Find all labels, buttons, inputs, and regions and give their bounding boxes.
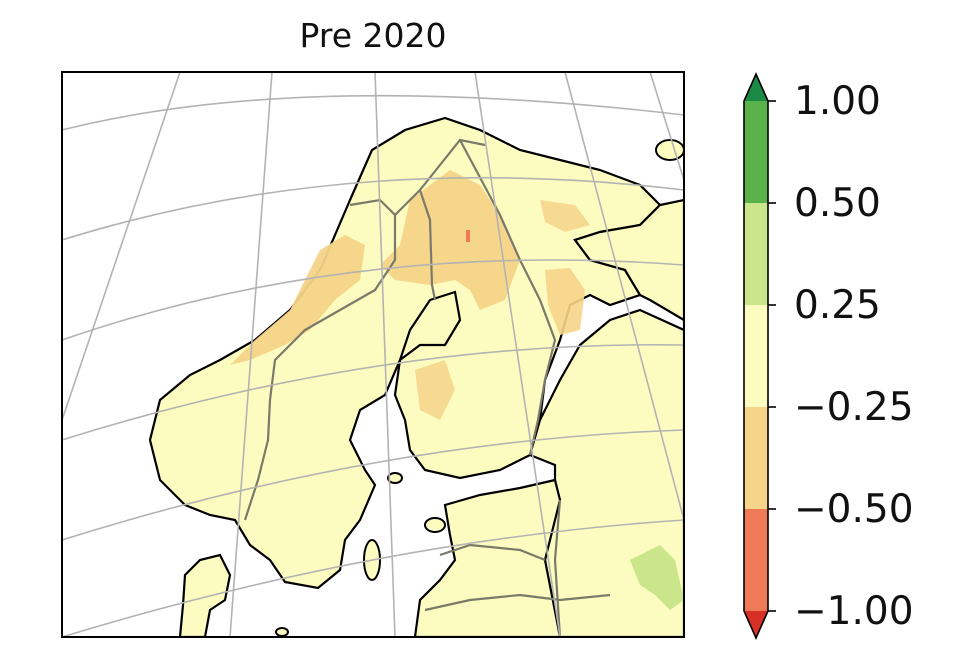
colorbar-tick-label-3: 0.25 [794, 283, 881, 328]
meridian-5 [564, 72, 684, 521]
parallel-5 [62, 429, 684, 541]
island-aland [387, 472, 403, 484]
map-panel [62, 72, 684, 637]
country-borders [243, 138, 611, 637]
map-frame [61, 71, 685, 638]
anomaly-patches [230, 170, 684, 610]
colorbar [743, 72, 776, 640]
island-kolguev [655, 139, 684, 161]
colorbar-bin-1 [744, 101, 768, 203]
land-baltics [413, 478, 562, 637]
patch-negative-west [230, 235, 365, 365]
meridian-1 [62, 72, 181, 421]
border-russia-inner [553, 499, 562, 637]
patch-negative-north [380, 170, 520, 310]
colorbar-tick-label-1: 1.00 [794, 79, 881, 124]
patch-strong-negative [466, 230, 470, 242]
border-finland-russia [459, 139, 557, 456]
meridian-4 [474, 72, 561, 637]
colorbar-bin-3 [744, 305, 768, 407]
border-norway-sweden [243, 198, 397, 521]
colorbar-bin-5 [744, 509, 768, 611]
border-latvia-lithuania [424, 593, 611, 612]
patch-positive-russia [630, 545, 684, 610]
land-russia-east [528, 198, 684, 637]
border-norway-finland [419, 138, 486, 191]
island-saaremaa [424, 517, 446, 533]
colorbar-bin-4 [744, 407, 768, 509]
meridian-6 [649, 72, 684, 181]
parallel-2 [62, 176, 684, 241]
patch-negative-kola [545, 268, 585, 335]
border-estonia-latvia [439, 543, 546, 562]
island-bornholm [275, 627, 289, 637]
patch-negative-finland [415, 360, 455, 420]
colorbar-tick-label-4: −0.25 [794, 385, 914, 430]
colorbar-tick-label-2: 0.50 [794, 181, 881, 226]
parallel-1 [62, 94, 684, 131]
meridian-3 [374, 72, 396, 637]
graticule [62, 72, 684, 637]
map-title: Pre 2020 [299, 16, 447, 55]
meridian-2 [229, 72, 273, 637]
colorbar-bin-2 [744, 203, 768, 305]
land-denmark [178, 553, 232, 637]
border-sweden-finland [394, 187, 437, 301]
colorbar-tick-label-5: −0.50 [794, 487, 914, 532]
patch-negative-lapland [540, 200, 590, 232]
colorbar-tick-label-6: −1.00 [794, 589, 914, 634]
colorbar-extend-min [744, 611, 768, 638]
colorbar-extend-max [744, 74, 768, 101]
parallel-3 [62, 259, 684, 341]
parallel-6 [62, 519, 684, 637]
parallel-4 [62, 343, 684, 441]
